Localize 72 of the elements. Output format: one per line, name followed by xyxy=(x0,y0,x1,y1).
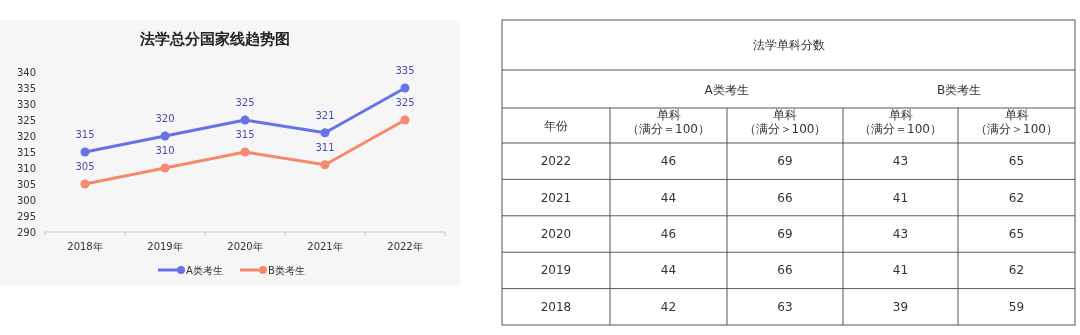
data-label: 321 xyxy=(315,109,335,121)
data-label: 62 xyxy=(1008,263,1025,278)
y-tick-label: 2018 xyxy=(540,299,572,314)
y-tick-label: 330 xyxy=(16,98,36,110)
y-tick-label: 2020 xyxy=(540,227,572,241)
data-label: 305 xyxy=(75,161,95,172)
legend-label: B类考生 xyxy=(268,265,305,276)
data-label: 62 xyxy=(1008,190,1025,205)
y-tick-label: 325 xyxy=(16,114,36,126)
point xyxy=(240,147,250,157)
x-tick-label: 单科（满分＝100） xyxy=(859,108,942,136)
data-label: 335 xyxy=(395,65,415,76)
point xyxy=(80,147,90,157)
text: B类考生 xyxy=(936,83,982,97)
data-label: 44 xyxy=(660,190,677,205)
chart-title: 法学总分国家线趋势图 xyxy=(139,30,290,48)
y-tick-label: 2022 xyxy=(540,154,572,169)
x-tick-label: 2020年 xyxy=(227,241,263,252)
text: A类考生 xyxy=(704,83,749,97)
x-tick-label: 单科（满分＝100） xyxy=(627,108,710,136)
y-tick-label: 2019 xyxy=(540,263,572,278)
data-label: 59 xyxy=(1008,299,1025,314)
data-label: 315 xyxy=(75,129,95,140)
data-label: 41 xyxy=(892,190,909,205)
data-label: 315 xyxy=(235,129,255,140)
data-label: 46 xyxy=(660,154,677,169)
data-label: 325 xyxy=(395,97,415,108)
point xyxy=(160,131,170,141)
data-label: 69 xyxy=(777,227,793,241)
point xyxy=(400,83,410,93)
data-label: 65 xyxy=(1008,154,1025,169)
chart-title: 法学单科分数 xyxy=(752,38,825,52)
y-tick-label: 315 xyxy=(16,146,36,158)
data-label: 43 xyxy=(892,154,909,169)
point xyxy=(80,179,90,189)
x-tick-label: 单科（满分＞100） xyxy=(975,108,1058,136)
data-label: 39 xyxy=(892,299,909,314)
data-label: 46 xyxy=(660,227,677,241)
data-label: 65 xyxy=(1008,227,1025,241)
data-label: 311 xyxy=(315,141,335,153)
point xyxy=(160,163,170,173)
data-label: 310 xyxy=(155,145,175,156)
y-tick-label: 305 xyxy=(16,178,36,190)
data-label: 41 xyxy=(892,263,909,278)
x-tick-label: 2022年 xyxy=(387,241,423,252)
data-label: 43 xyxy=(892,227,909,241)
y-tick-label: 300 xyxy=(16,194,36,206)
data-label: 69 xyxy=(777,154,793,169)
data-label: 66 xyxy=(777,263,793,278)
data-label: 42 xyxy=(660,299,677,314)
data-label: 66 xyxy=(777,190,793,205)
point xyxy=(240,115,250,125)
y-axis-title: 年份 xyxy=(544,119,568,133)
y-tick-label: 335 xyxy=(16,82,36,94)
data-label: 44 xyxy=(660,263,677,278)
point xyxy=(320,128,330,138)
data-label: 63 xyxy=(777,299,793,314)
data-label: 325 xyxy=(235,97,255,108)
legend-label: A类考生 xyxy=(186,265,223,276)
y-tick-label: 290 xyxy=(16,226,36,238)
y-tick-label: 2021 xyxy=(540,190,572,205)
x-tick-label: 2019年 xyxy=(147,241,183,252)
y-tick-label: 340 xyxy=(16,66,36,78)
x-tick-label: 2021年 xyxy=(307,241,343,252)
x-tick-label: 单科（满分＞100） xyxy=(743,108,827,136)
x-tick-label: 2018年 xyxy=(67,241,103,252)
y-tick-label: 320 xyxy=(16,130,36,142)
y-tick-label: 295 xyxy=(16,210,36,222)
point xyxy=(400,115,410,125)
point xyxy=(320,160,330,170)
y-tick-label: 310 xyxy=(16,162,36,174)
data-label: 320 xyxy=(155,113,175,124)
